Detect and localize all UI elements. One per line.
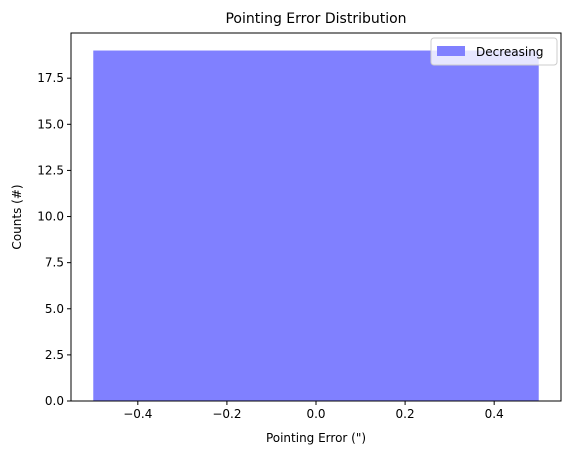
y-tick-label: 0.0 (45, 394, 64, 408)
x-tick-label: −0.2 (212, 407, 241, 421)
x-axis-label: Pointing Error (") (266, 431, 366, 445)
plot-area (70, 32, 562, 402)
legend-box (430, 37, 558, 66)
chart-title: Pointing Error Distribution (225, 11, 406, 27)
x-tick-label: 0.4 (485, 407, 504, 421)
x-tick-label: 0.2 (396, 407, 415, 421)
bars-group (93, 50, 539, 402)
x-axis-ticks: −0.4 −0.2 0.0 0.2 0.4 (123, 401, 504, 421)
legend: Decreasing (430, 37, 558, 66)
y-tick-label: 12.5 (37, 163, 64, 177)
y-tick-label: 10.0 (37, 210, 64, 224)
y-tick-label: 5.0 (45, 302, 64, 316)
x-tick-label: 0.0 (306, 407, 325, 421)
y-tick-label: 15.0 (37, 117, 64, 131)
y-tick-label: 2.5 (45, 348, 64, 362)
legend-label-decreasing: Decreasing (476, 45, 543, 59)
x-tick-label: −0.4 (123, 407, 152, 421)
y-axis-label: Counts (#) (10, 184, 24, 249)
y-axis-ticks: 0.0 2.5 5.0 7.5 10.0 12.5 15.0 17.5 (37, 71, 71, 408)
y-tick-label: 17.5 (37, 71, 64, 85)
y-tick-label: 7.5 (45, 256, 64, 270)
legend-swatch-decreasing (437, 46, 465, 56)
bar-0-0 (93, 50, 539, 402)
